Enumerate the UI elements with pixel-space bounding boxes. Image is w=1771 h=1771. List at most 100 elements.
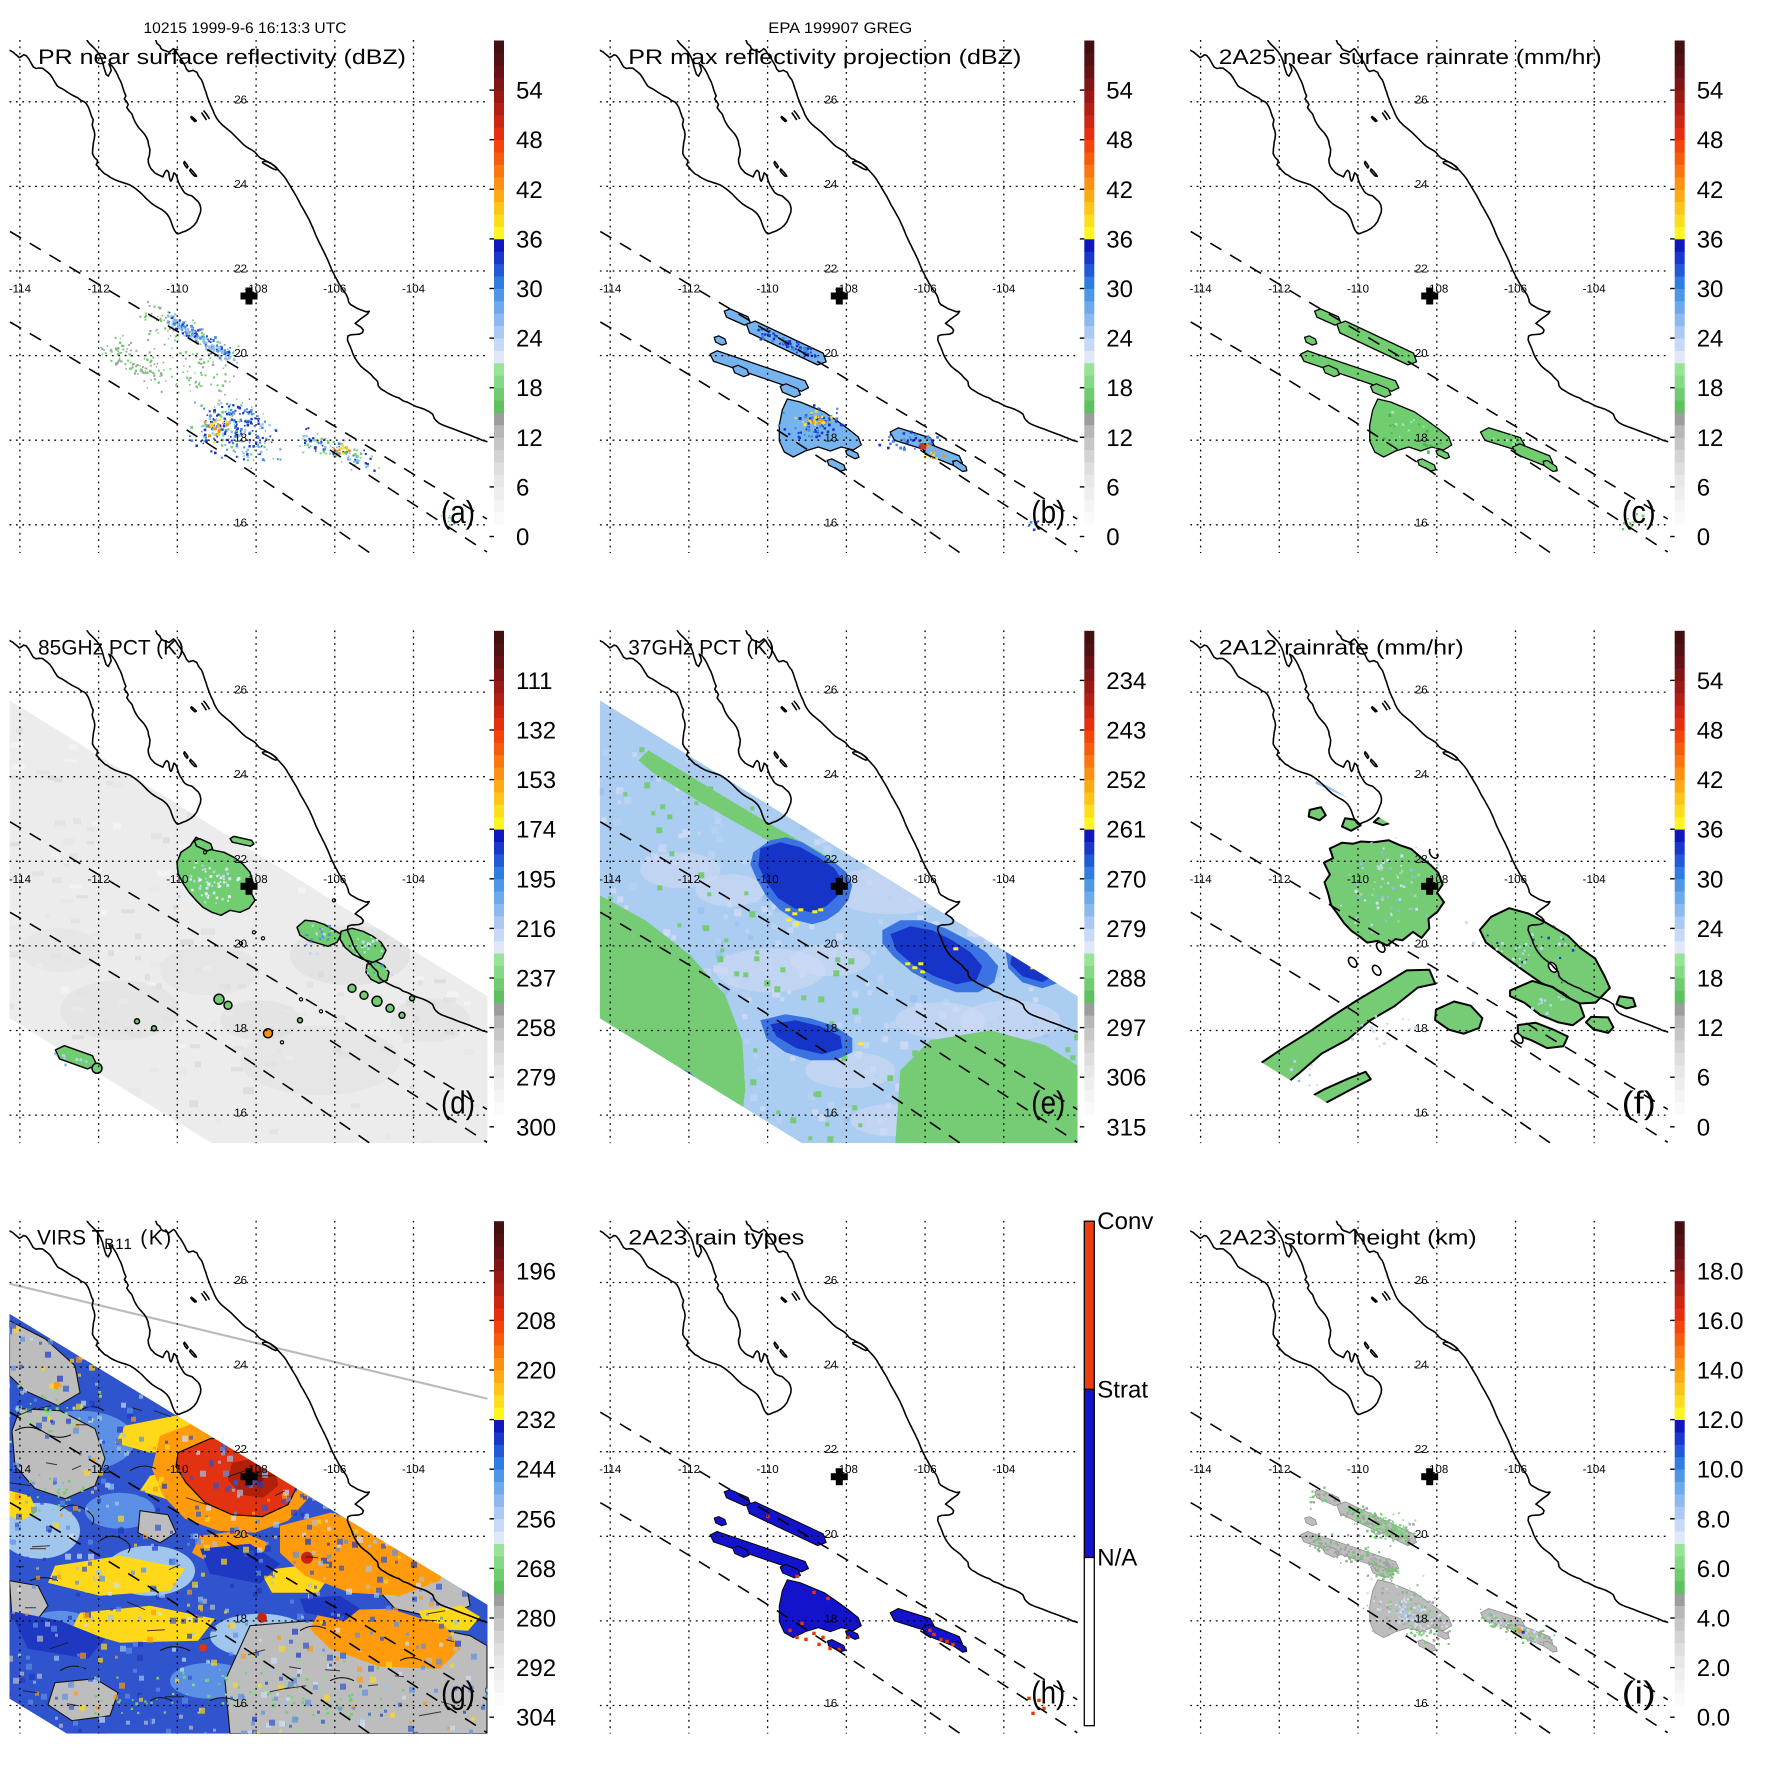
- svg-text:36: 36: [1697, 226, 1724, 253]
- svg-text:132: 132: [516, 718, 556, 745]
- svg-text:30: 30: [1106, 276, 1133, 303]
- svg-text:10.0: 10.0: [1697, 1457, 1744, 1484]
- svg-text:(g): (g): [441, 1675, 475, 1711]
- svg-text:256: 256: [516, 1506, 556, 1533]
- svg-text:111: 111: [516, 668, 552, 695]
- svg-text:279: 279: [1106, 916, 1146, 943]
- svg-text:6: 6: [1697, 474, 1710, 501]
- svg-text:54: 54: [516, 78, 543, 105]
- svg-text:2A25 near surface rainrate (mm: 2A25 near surface rainrate (mm/hr): [1219, 46, 1602, 69]
- svg-text:36: 36: [516, 226, 543, 253]
- svg-text:85GHz PCT (K): 85GHz PCT (K): [38, 636, 184, 659]
- svg-text:54: 54: [1106, 78, 1133, 105]
- svg-text:258: 258: [516, 1015, 556, 1042]
- svg-text:36: 36: [1697, 817, 1724, 844]
- svg-text:N/A: N/A: [1097, 1545, 1137, 1572]
- svg-text:261: 261: [1106, 817, 1146, 844]
- svg-text:232: 232: [516, 1407, 556, 1434]
- svg-text:12: 12: [1106, 425, 1133, 452]
- svg-text:195: 195: [516, 866, 556, 893]
- svg-text:EPA 199907 GREG: EPA 199907 GREG: [768, 20, 912, 37]
- svg-text:208: 208: [516, 1308, 556, 1335]
- svg-text:54: 54: [1697, 668, 1724, 695]
- svg-text:0: 0: [1697, 1114, 1710, 1141]
- svg-text:18.0: 18.0: [1697, 1258, 1744, 1285]
- svg-text:315: 315: [1106, 1114, 1146, 1141]
- svg-text:18: 18: [1697, 375, 1724, 402]
- svg-text:(f): (f): [1622, 1084, 1656, 1120]
- svg-text:244: 244: [516, 1457, 556, 1484]
- svg-text:6: 6: [1697, 1065, 1710, 1092]
- svg-text:Conv: Conv: [1097, 1208, 1153, 1235]
- svg-text:42: 42: [1697, 767, 1724, 794]
- svg-text:12: 12: [516, 425, 543, 452]
- svg-text:(b): (b): [1031, 494, 1065, 530]
- svg-text:4.0: 4.0: [1697, 1606, 1730, 1633]
- svg-text:36: 36: [1106, 226, 1133, 253]
- svg-text:42: 42: [1106, 177, 1133, 204]
- svg-text:2A12 rainrate (mm/hr): 2A12 rainrate (mm/hr): [1219, 636, 1464, 659]
- svg-text:VIRS TB11 (K): VIRS TB11 (K): [37, 1227, 173, 1254]
- svg-text:297: 297: [1106, 1015, 1146, 1042]
- svg-text:0: 0: [516, 524, 529, 551]
- svg-text:279: 279: [516, 1065, 556, 1092]
- svg-text:252: 252: [1106, 767, 1146, 794]
- svg-text:48: 48: [1697, 718, 1724, 745]
- svg-text:Strat: Strat: [1097, 1376, 1148, 1403]
- svg-text:(d): (d): [441, 1084, 475, 1120]
- svg-text:24: 24: [1697, 326, 1724, 353]
- svg-text:24: 24: [1697, 916, 1724, 943]
- svg-text:280: 280: [516, 1606, 556, 1633]
- svg-text:306: 306: [1106, 1065, 1146, 1092]
- svg-text:30: 30: [516, 276, 543, 303]
- svg-text:2A23 rain types: 2A23 rain types: [628, 1227, 804, 1250]
- svg-text:304: 304: [516, 1705, 556, 1732]
- svg-text:(i): (i): [1622, 1675, 1656, 1711]
- svg-text:6.0: 6.0: [1697, 1556, 1730, 1583]
- svg-text:0: 0: [1697, 524, 1710, 551]
- svg-text:237: 237: [516, 966, 556, 993]
- svg-text:(h): (h): [1031, 1675, 1065, 1711]
- svg-text:(c): (c): [1622, 494, 1656, 530]
- svg-text:288: 288: [1106, 966, 1146, 993]
- svg-text:18: 18: [1697, 966, 1724, 993]
- svg-text:6: 6: [1106, 474, 1119, 501]
- svg-text:6: 6: [516, 474, 529, 501]
- svg-text:0: 0: [1106, 524, 1119, 551]
- svg-text:37GHz PCT (K): 37GHz PCT (K): [628, 636, 774, 659]
- svg-text:216: 216: [516, 916, 556, 943]
- svg-text:48: 48: [1697, 127, 1724, 154]
- svg-text:54: 54: [1697, 78, 1724, 105]
- svg-text:14.0: 14.0: [1697, 1358, 1744, 1385]
- svg-text:196: 196: [516, 1258, 556, 1285]
- svg-text:18: 18: [1106, 375, 1133, 402]
- svg-text:16.0: 16.0: [1697, 1308, 1744, 1335]
- svg-text:10215 1999-9-6 16:13:3 UTC: 10215 1999-9-6 16:13:3 UTC: [144, 20, 347, 37]
- svg-text:48: 48: [1106, 127, 1133, 154]
- svg-text:PR max reflectivity projection: PR max reflectivity projection (dBZ): [628, 46, 1021, 69]
- svg-text:24: 24: [516, 326, 543, 353]
- svg-text:8.0: 8.0: [1697, 1506, 1730, 1533]
- svg-text:234: 234: [1106, 668, 1146, 695]
- svg-text:300: 300: [516, 1114, 556, 1141]
- svg-text:30: 30: [1697, 866, 1724, 893]
- svg-text:12: 12: [1697, 1015, 1724, 1042]
- svg-text:2A23 storm height (km): 2A23 storm height (km): [1219, 1227, 1477, 1250]
- svg-text:42: 42: [1697, 177, 1724, 204]
- svg-text:220: 220: [516, 1358, 556, 1385]
- svg-text:12.0: 12.0: [1697, 1407, 1744, 1434]
- svg-text:24: 24: [1106, 326, 1133, 353]
- svg-text:18: 18: [516, 375, 543, 402]
- svg-text:268: 268: [516, 1556, 556, 1583]
- svg-text:(e): (e): [1031, 1084, 1065, 1120]
- svg-text:153: 153: [516, 767, 556, 794]
- svg-text:(a): (a): [441, 494, 475, 530]
- svg-text:174: 174: [516, 817, 556, 844]
- svg-text:48: 48: [516, 127, 543, 154]
- svg-text:12: 12: [1697, 425, 1724, 452]
- svg-text:292: 292: [516, 1655, 556, 1682]
- svg-text:2.0: 2.0: [1697, 1655, 1730, 1682]
- svg-text:42: 42: [516, 177, 543, 204]
- svg-text:243: 243: [1106, 718, 1146, 745]
- svg-text:30: 30: [1697, 276, 1724, 303]
